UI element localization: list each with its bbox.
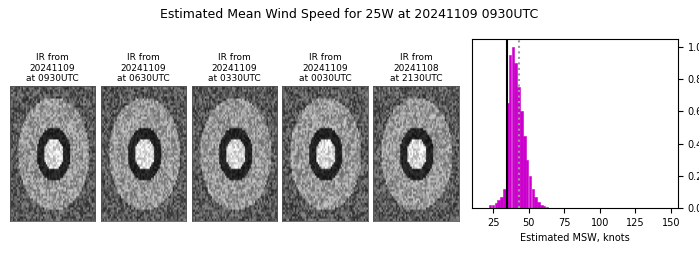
Text: IR from
20241109
at 0330UTC: IR from 20241109 at 0330UTC — [208, 53, 261, 83]
Legend: JTWC official, D-PRINT average: JTWC official, D-PRINT average — [475, 258, 675, 260]
Bar — [509, 55, 512, 208]
Bar — [543, 206, 545, 208]
Bar — [495, 203, 497, 208]
Bar — [528, 176, 531, 208]
Bar — [523, 135, 526, 208]
Bar — [517, 87, 520, 208]
Text: Estimated Mean Wind Speed for 25W at 20241109 0930UTC: Estimated Mean Wind Speed for 25W at 202… — [160, 8, 539, 21]
Bar — [498, 200, 500, 208]
Bar — [491, 205, 494, 208]
Text: IR from
20241109
at 0930UTC: IR from 20241109 at 0930UTC — [26, 53, 79, 83]
Bar — [538, 202, 540, 208]
Bar — [489, 205, 491, 208]
Bar — [503, 189, 505, 208]
Text: IR from
20241108
at 2130UTC: IR from 20241108 at 2130UTC — [389, 53, 442, 83]
Bar — [520, 112, 523, 208]
Bar — [540, 205, 542, 208]
Bar — [526, 160, 528, 208]
Bar — [500, 197, 503, 208]
X-axis label: Estimated MSW, knots: Estimated MSW, knots — [520, 233, 630, 243]
Bar — [514, 63, 517, 208]
Text: IR from
20241109
at 0630UTC: IR from 20241109 at 0630UTC — [117, 53, 170, 83]
Bar — [535, 197, 537, 208]
Bar — [506, 103, 508, 208]
Text: IR from
20241109
at 0030UTC: IR from 20241109 at 0030UTC — [298, 53, 352, 83]
Bar — [531, 189, 534, 208]
Bar — [546, 207, 548, 208]
Bar — [512, 47, 514, 208]
